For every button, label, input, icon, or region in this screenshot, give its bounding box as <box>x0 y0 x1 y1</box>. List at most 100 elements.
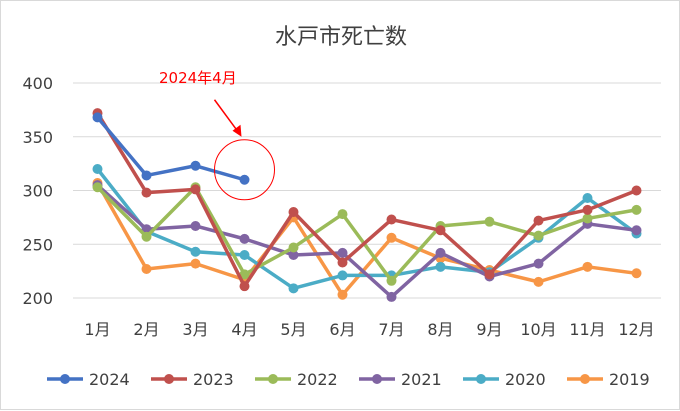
data-point <box>337 257 348 268</box>
legend-label: 2023 <box>193 370 234 389</box>
x-axis-ticks: 1月 2月 3月 4月 5月 6月 7月 8月 9月 10月 11月 12月 <box>84 320 654 339</box>
legend-label: 2024 <box>89 370 130 389</box>
y-tick-label: 400 <box>22 74 53 93</box>
legend-item-2024: 2024 <box>47 370 130 389</box>
y-tick-label: 300 <box>22 182 53 201</box>
legend-marker <box>580 374 590 384</box>
legend-item-2019: 2019 <box>567 370 650 389</box>
data-point <box>533 215 544 226</box>
data-point <box>533 230 544 241</box>
data-point <box>435 225 446 236</box>
series-2024 <box>92 112 250 185</box>
data-point <box>631 185 642 196</box>
series-2023 <box>92 108 642 292</box>
series-2022 <box>92 182 642 286</box>
data-point <box>582 213 593 224</box>
x-tick-label: 8月 <box>427 320 453 339</box>
data-point <box>288 242 299 253</box>
x-tick-label: 1月 <box>84 320 110 339</box>
annotation-arrow-line <box>213 99 241 135</box>
legend-label: 2022 <box>297 370 338 389</box>
series-line-2023 <box>95 111 639 288</box>
x-tick-label: 6月 <box>329 320 355 339</box>
chart-title: 水戸市死亡数 <box>275 25 407 50</box>
legend-item-2022: 2022 <box>255 370 338 389</box>
data-point <box>484 216 495 227</box>
data-point <box>582 193 593 204</box>
series-line-2019 <box>95 181 639 297</box>
data-point <box>141 263 152 274</box>
data-point <box>631 268 642 279</box>
data-point <box>533 258 544 269</box>
x-tick-label: 2月 <box>133 320 159 339</box>
data-point <box>92 182 103 193</box>
y-tick-label: 250 <box>22 235 53 254</box>
series-line-2022 <box>95 185 639 283</box>
legend-marker <box>372 374 382 384</box>
data-point <box>337 247 348 258</box>
annotation-label: 2024年4月 <box>159 69 237 87</box>
y-tick-label: 350 <box>22 128 53 147</box>
legend-label: 2021 <box>401 370 442 389</box>
legend: 2024 2023 2022 2021 2020 2019 <box>47 370 650 389</box>
series-lines <box>92 108 642 302</box>
data-point <box>92 164 103 174</box>
legend-item-2021: 2021 <box>359 370 442 389</box>
data-point <box>141 187 152 198</box>
y-tick-label: 200 <box>22 289 53 308</box>
data-point <box>239 233 250 244</box>
data-point <box>337 270 348 281</box>
data-point <box>239 250 250 260</box>
data-point <box>582 204 593 215</box>
x-tick-label: 5月 <box>280 320 306 339</box>
data-point <box>141 231 152 242</box>
x-tick-label: 9月 <box>476 320 502 339</box>
data-point <box>337 289 348 300</box>
legend-label: 2019 <box>609 370 650 389</box>
data-point <box>239 281 250 292</box>
data-point <box>337 209 348 220</box>
data-point <box>631 225 642 236</box>
data-point <box>141 170 152 181</box>
x-tick-label: 11月 <box>569 320 605 339</box>
data-point <box>190 258 201 269</box>
annotation-arrow-head <box>232 124 242 137</box>
series-line-2024 <box>95 115 247 182</box>
legend-marker <box>60 374 70 384</box>
data-point <box>239 174 250 185</box>
annotation-circle <box>214 139 275 201</box>
data-point <box>386 291 397 302</box>
legend-item-2023: 2023 <box>151 370 234 389</box>
data-point <box>190 184 201 195</box>
data-point <box>190 160 201 171</box>
data-point <box>386 275 397 286</box>
legend-marker <box>268 374 278 384</box>
data-point <box>435 247 446 258</box>
x-tick-label: 10月 <box>520 320 556 339</box>
legend-marker <box>164 374 174 384</box>
legend-marker <box>476 374 486 384</box>
legend-label: 2020 <box>505 370 546 389</box>
x-tick-label: 7月 <box>378 320 404 339</box>
data-point <box>582 261 593 272</box>
x-tick-label: 4月 <box>231 320 257 339</box>
data-point <box>631 204 642 215</box>
data-point <box>239 269 250 280</box>
data-point <box>288 207 299 217</box>
y-axis-ticks: 200 250 300 350 400 <box>22 74 53 308</box>
data-point <box>141 224 152 235</box>
data-point <box>92 112 103 123</box>
annotation: 2024年4月 <box>159 69 275 201</box>
legend-item-2020: 2020 <box>463 370 546 389</box>
data-point <box>533 276 544 287</box>
data-point <box>288 283 299 294</box>
x-tick-label: 3月 <box>182 320 208 339</box>
data-point <box>435 261 446 272</box>
series-line-2021 <box>95 183 639 299</box>
data-point <box>190 246 201 257</box>
data-point <box>484 269 495 280</box>
data-point <box>190 220 201 231</box>
data-point <box>288 250 299 260</box>
